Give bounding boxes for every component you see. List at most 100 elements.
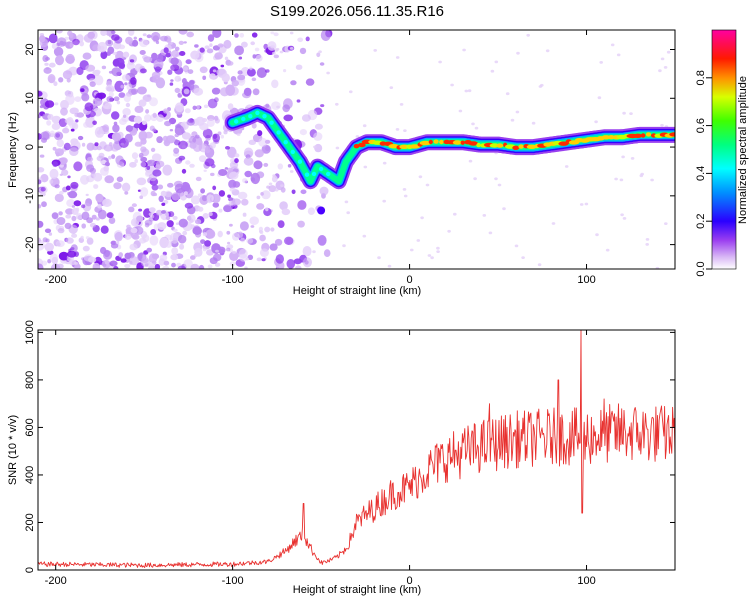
noise-speckle [212, 69, 217, 73]
noise-speckle [161, 202, 166, 206]
noise-speckle [387, 264, 392, 268]
noise-speckle [214, 115, 219, 121]
noise-speckle [85, 193, 89, 197]
noise-speckle [296, 99, 301, 103]
noise-speckle [171, 262, 176, 268]
noise-speckle [579, 203, 584, 206]
noise-speckle [150, 229, 157, 235]
noise-speckle [241, 198, 249, 206]
noise-speckle [138, 99, 147, 107]
noise-speckle [116, 176, 124, 183]
colorbar-tick-label: 0.0 [695, 261, 707, 276]
noise-speckle [54, 102, 59, 106]
noise-speckle [599, 61, 603, 64]
noise-speckle [110, 243, 119, 249]
y-tick-label: 20 [24, 43, 36, 55]
ridge-core [669, 132, 675, 137]
noise-speckle [113, 182, 122, 190]
noise-speckle [227, 103, 234, 110]
x-tick-label: -100 [222, 274, 244, 286]
noise-speckle [75, 119, 79, 123]
noise-speckle [108, 91, 114, 98]
noise-speckle [45, 56, 50, 61]
noise-speckle [157, 222, 167, 231]
noise-speckle [97, 209, 107, 220]
noise-speckle [319, 62, 325, 66]
noise-speckle [112, 124, 120, 133]
noise-speckle [264, 226, 271, 233]
x-tick-label: 100 [577, 274, 595, 286]
noise-speckle [438, 60, 442, 64]
noise-speckle [234, 33, 239, 38]
x-tick-label: -200 [45, 575, 67, 587]
noise-speckle [178, 218, 188, 228]
noise-speckle [77, 135, 84, 141]
noise-speckle [342, 244, 346, 248]
noise-speckle [166, 37, 172, 44]
noise-speckle [83, 254, 93, 262]
noise-speckle [259, 234, 266, 242]
noise-speckle [232, 181, 241, 188]
noise-speckle [265, 207, 269, 212]
noise-speckle [462, 48, 466, 52]
ridge-core [433, 139, 439, 144]
noise-speckle [105, 84, 115, 92]
noise-speckle [247, 254, 254, 260]
noise-speckle [225, 84, 236, 96]
noise-speckle [133, 123, 140, 129]
noise-speckle [389, 86, 394, 89]
noise-speckle [226, 61, 234, 66]
noise-speckle [49, 253, 58, 263]
noise-speckle [227, 194, 232, 198]
noise-speckle [55, 152, 60, 157]
noise-speckle [108, 142, 113, 147]
noise-speckle [297, 37, 304, 43]
noise-speckle [134, 141, 142, 147]
noise-speckle [265, 103, 270, 108]
ridge-core [290, 149, 295, 155]
noise-speckle [139, 39, 149, 48]
noise-speckle [62, 70, 73, 80]
noise-speckle [82, 245, 90, 252]
noise-speckle [131, 152, 139, 160]
noise-speckle [69, 107, 79, 115]
noise-speckle [74, 263, 81, 269]
noise-speckle [142, 33, 147, 37]
noise-speckle [291, 189, 296, 195]
noise-speckle [227, 146, 237, 158]
colorbar: 0.0 0.2 0.4 0.6 0.8 Normalized spectral ampl… [695, 29, 749, 277]
noise-speckle [81, 93, 90, 102]
noise-speckle [242, 91, 251, 99]
spectrogram-x-axis-label: Height of straight line (km) [293, 285, 421, 297]
noise-speckle [305, 36, 310, 42]
noise-speckle [154, 263, 161, 269]
noise-speckle [174, 46, 180, 51]
noise-speckle [134, 105, 144, 113]
noise-speckle [450, 83, 454, 87]
noise-speckle [194, 134, 200, 139]
noise-speckle [133, 36, 137, 40]
noise-speckle [69, 32, 74, 39]
ridge-core [283, 140, 288, 145]
noise-speckle [271, 79, 279, 89]
noise-speckle [60, 107, 68, 116]
noise-speckle [242, 212, 247, 217]
noise-speckle [175, 222, 180, 225]
noise-speckle [250, 177, 256, 182]
ridge-core [262, 114, 267, 119]
noise-speckle [136, 215, 144, 222]
noise-speckle [658, 69, 662, 73]
ridge-core [476, 142, 481, 148]
noise-speckle [302, 246, 312, 257]
noise-speckle [192, 226, 202, 235]
noise-speckle [595, 233, 599, 237]
noise-speckle [190, 263, 200, 269]
noise-speckle [189, 163, 195, 168]
noise-speckle [307, 207, 315, 215]
noise-speckle [276, 105, 280, 109]
noise-speckle [44, 62, 49, 66]
noise-speckle [335, 102, 339, 106]
noise-speckle [287, 164, 292, 168]
noise-speckle [320, 104, 325, 108]
